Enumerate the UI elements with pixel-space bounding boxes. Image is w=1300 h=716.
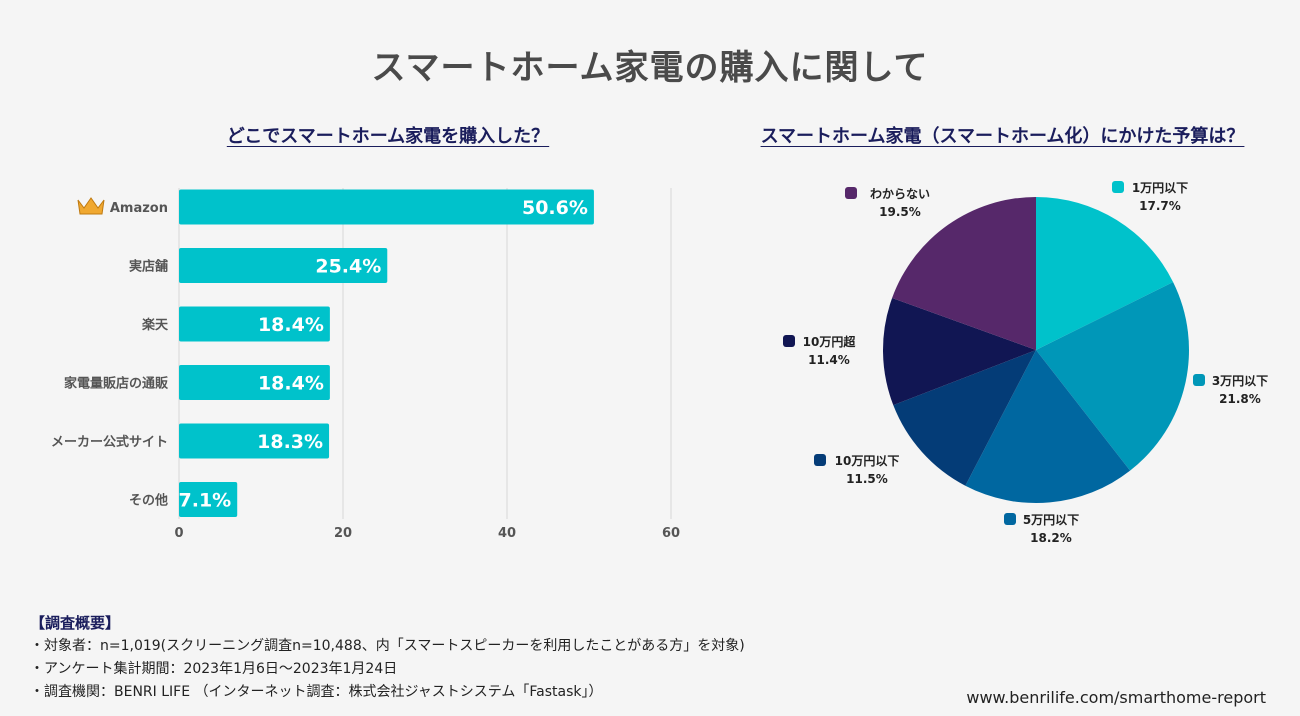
pie-value-label-1: 21.8% — [1219, 392, 1261, 406]
bar-category-label-2: 楽天 — [141, 317, 169, 333]
bar-3 — [179, 365, 330, 400]
survey-heading: 【調査概要】 — [30, 614, 121, 632]
legend-swatch-3 — [814, 454, 826, 466]
bar-category-label-4: メーカー公式サイト — [51, 434, 168, 450]
pie-value-label-2: 18.2% — [1030, 531, 1072, 545]
pie-label-4: 10万円超 — [803, 334, 857, 349]
bar-category-label-0: Amazon — [110, 201, 168, 216]
bar-category-label-1: 実店舗 — [129, 259, 168, 275]
bar-5 — [179, 482, 238, 517]
legend-swatch-2 — [1004, 513, 1016, 525]
pie-slice-2 — [965, 350, 1131, 503]
x-tick-label-2: 40 — [498, 526, 516, 541]
survey-line-target: ・対象者：n=1,019(スクリーニング調査n=10,488、内「スマートスピー… — [30, 638, 745, 654]
pie-label-5: わからない — [870, 187, 930, 201]
pie-chart-title: スマートホーム家電（スマートホーム化）にかけた予算は？ — [760, 126, 1245, 147]
x-tick-label-3: 60 — [662, 526, 680, 541]
survey-overview: 【調査概要】 ・対象者：n=1,019(スクリーニング調査n=10,488、内「… — [30, 612, 745, 704]
pie-label-1: 3万円以下 — [1212, 374, 1268, 388]
page-title: スマートホーム家電の購入に関して — [371, 48, 929, 88]
pie-value-label-5: 19.5% — [879, 205, 921, 219]
pie-label-2: 5万円以下 — [1023, 513, 1079, 527]
bar-1 — [179, 248, 388, 283]
bar-2 — [179, 306, 330, 342]
pie-slice-1 — [1036, 282, 1189, 471]
pie-slice-3 — [893, 350, 1036, 486]
pie-slice-0 — [1036, 197, 1174, 350]
legend-swatch-0 — [1112, 181, 1124, 193]
bar-value-label-0: 50.6% — [522, 197, 588, 219]
bar-value-label-3: 18.4% — [258, 373, 324, 395]
bar-value-label-5: 7.1% — [179, 490, 232, 512]
pie-value-label-4: 11.4% — [808, 353, 850, 367]
crown-icon — [77, 197, 105, 215]
bar-4 — [179, 423, 330, 459]
bar-value-label-1: 25.4% — [315, 256, 381, 278]
bar-0 — [179, 189, 594, 225]
x-tick-label-1: 20 — [334, 526, 352, 541]
bar-category-label-5: その他 — [129, 493, 168, 509]
pie-slice-5 — [892, 197, 1036, 350]
source-url[interactable]: www.benrilife.com/smarthome-report — [966, 688, 1266, 707]
bar-chart-title: どこでスマートホーム家電を購入した？ — [226, 126, 550, 147]
survey-line-org: ・調査機関：BENRI LIFE （インターネット調査：株式会社ジャストシステム… — [30, 684, 603, 700]
pie-value-label-0: 17.7% — [1139, 199, 1181, 213]
bar-value-label-4: 18.3% — [257, 431, 323, 453]
bar-value-label-2: 18.4% — [258, 314, 324, 336]
pie-value-label-3: 11.5% — [846, 472, 888, 486]
pie-label-0: 1万円以下 — [1132, 181, 1188, 195]
pie-slice-4 — [883, 297, 1036, 406]
x-tick-label-0: 0 — [174, 526, 183, 541]
pie-label-3: 10万円以下 — [835, 454, 900, 468]
legend-swatch-1 — [1193, 374, 1205, 386]
legend-swatch-5 — [845, 187, 857, 199]
legend-swatch-4 — [783, 335, 795, 347]
bar-category-label-3: 家電量販店の通販 — [64, 376, 169, 392]
survey-line-period: ・アンケート集計期間：2023年1月6日〜2023年1月24日 — [30, 661, 398, 677]
